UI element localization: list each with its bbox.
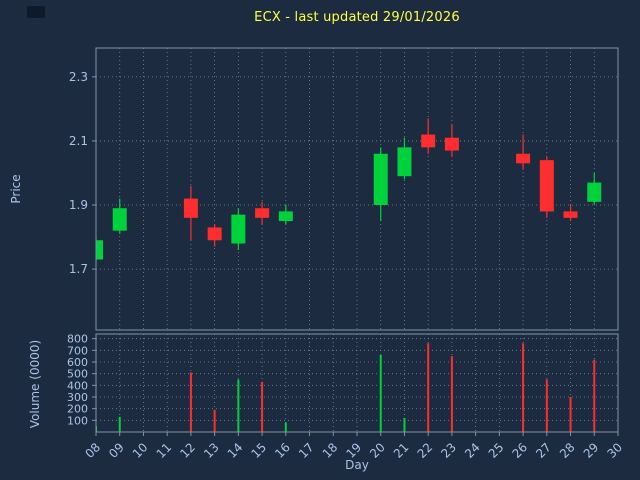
gridlines — [95, 48, 619, 432]
candle-body — [207, 227, 222, 241]
candle-day-22 — [421, 118, 436, 154]
candle-body — [421, 134, 436, 148]
candles — [96, 118, 602, 263]
candle-day-20 — [373, 147, 388, 222]
candle-day-21 — [397, 137, 412, 180]
candle-body — [397, 147, 412, 177]
price-tick-label: 1.9 — [69, 198, 88, 212]
candle-body — [255, 208, 270, 218]
candle-body — [539, 160, 554, 212]
candle-day-15 — [255, 201, 270, 225]
volume-tick-label: 500 — [67, 368, 88, 381]
volume-tick-label: 300 — [67, 391, 88, 404]
volume-tick-label: 100 — [67, 414, 88, 427]
screen-artifact — [27, 6, 45, 18]
candle-body — [183, 198, 198, 218]
candle-body — [444, 137, 459, 151]
price-axis-label: Price — [9, 174, 23, 204]
candle-body — [587, 182, 602, 202]
candle-body — [278, 211, 293, 222]
price-tick-label: 2.1 — [69, 134, 88, 148]
tick-marks — [92, 76, 619, 436]
volume-tick-label: 800 — [67, 333, 88, 346]
candle-day-16 — [278, 205, 293, 225]
candle-day-28 — [563, 205, 578, 222]
candle-day-27 — [539, 156, 554, 218]
candle-body — [516, 153, 531, 164]
x-axis-label: Day — [345, 458, 369, 472]
candle-day-29 — [587, 172, 602, 206]
volume-tick-label: 700 — [67, 344, 88, 357]
candle-day-9 — [112, 198, 127, 234]
price-tick-label: 2.3 — [69, 70, 88, 84]
candle-day-14 — [231, 208, 246, 250]
candle-body — [563, 211, 578, 218]
candle-day-26 — [516, 134, 531, 170]
chart-title: ECX - last updated 29/01/2026 — [254, 10, 460, 25]
candle-day-12 — [183, 185, 198, 241]
candle-day-13 — [207, 224, 222, 247]
candle-body — [373, 153, 388, 206]
volume-axis-label: Volume (0000) — [28, 339, 42, 429]
candle-body — [96, 240, 103, 260]
candle-body — [112, 208, 127, 231]
volume-tick-label: 200 — [67, 403, 88, 416]
volume-tick-label: 600 — [67, 356, 88, 369]
candle-day-23 — [444, 124, 459, 157]
volume-tick-label: 400 — [67, 379, 88, 392]
candle-body — [231, 214, 246, 244]
volume-bars — [96, 343, 596, 432]
price-tick-label: 1.7 — [69, 262, 88, 276]
candle-day-8 — [96, 237, 103, 263]
